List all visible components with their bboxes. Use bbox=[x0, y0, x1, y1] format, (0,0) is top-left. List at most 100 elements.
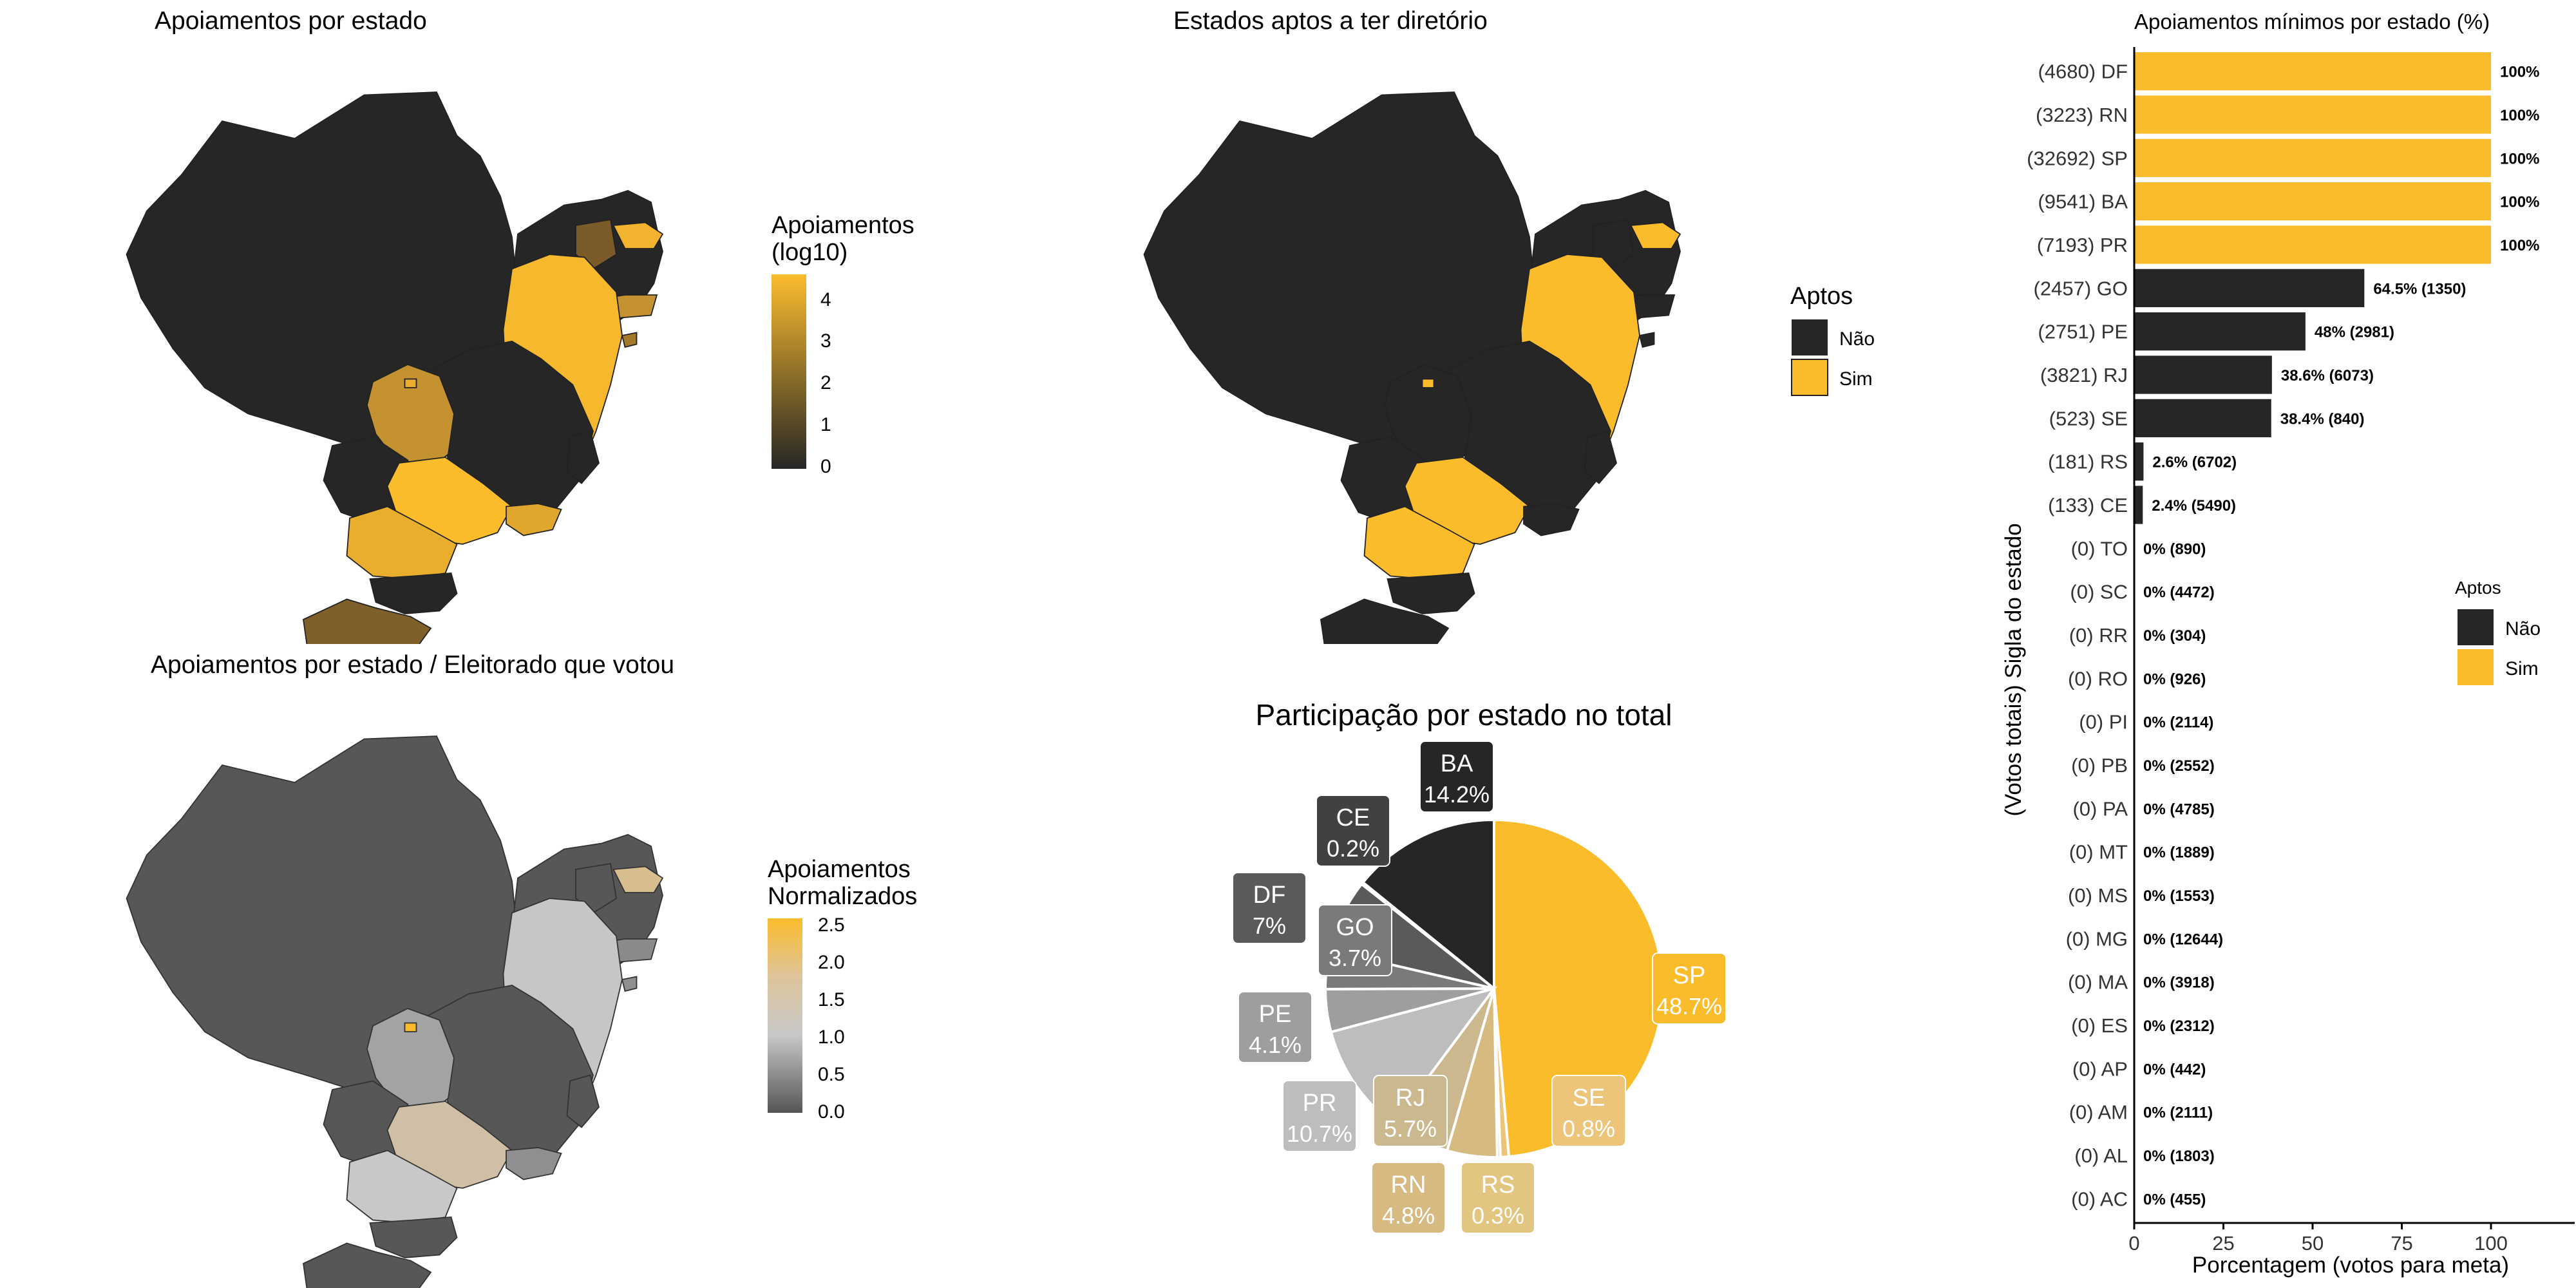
bar-title: Apoiamentos mínimos por estado (%) bbox=[2134, 10, 2490, 33]
bar-y-axis-title: (Votos totais) Sigla do estado bbox=[2001, 523, 2026, 816]
pie-label-name: RN bbox=[1391, 1171, 1426, 1198]
pie-label-name: PE bbox=[1259, 1001, 1292, 1028]
bar-value-label: 0% (2552) bbox=[2143, 757, 2215, 775]
bar-category-label: (523) SE bbox=[2049, 407, 2128, 430]
bar-value-label: 0% (1553) bbox=[2143, 887, 2215, 905]
pie-label-box bbox=[1419, 741, 1494, 813]
map3-title: Apoiamentos por estado / Eleitorado que … bbox=[151, 651, 674, 679]
legend-norm-title-1: Apoiamentos bbox=[768, 856, 911, 883]
legend-log10-tick: 3 bbox=[820, 330, 831, 352]
legend-aptos-title: Aptos bbox=[1790, 283, 1853, 310]
bar-category-label: (0) ES bbox=[2071, 1014, 2128, 1037]
bar-value-label: 0% (926) bbox=[2143, 670, 2206, 688]
bar-3 bbox=[2134, 182, 2491, 221]
bar-6 bbox=[2134, 312, 2306, 351]
pie-label-box bbox=[1461, 1162, 1535, 1234]
bar-value-label: 100% bbox=[2500, 194, 2539, 211]
bar-x-tick-label: 0 bbox=[2128, 1232, 2139, 1255]
legend-norm-tick: 0.5 bbox=[818, 1064, 845, 1085]
bar-value-label: 100% bbox=[2500, 150, 2539, 167]
pie-label-rj: RJ 5.7% bbox=[1373, 1075, 1448, 1147]
map-normalizados: Apoiamentos por estado / Eleitorado que … bbox=[126, 651, 917, 1288]
pie-label-box bbox=[1551, 1075, 1626, 1147]
bar-8 bbox=[2134, 399, 2271, 437]
pie-label-box bbox=[1232, 872, 1307, 944]
pie-label-pct: 5.7% bbox=[1384, 1115, 1437, 1142]
bar-value-label: 0% (442) bbox=[2143, 1061, 2206, 1078]
bar-0 bbox=[2134, 52, 2491, 91]
bar-value-label: 38.4% (840) bbox=[2280, 410, 2365, 428]
bar-category-label: (0) RO bbox=[2068, 667, 2128, 690]
bar-category-label: (3223) RN bbox=[2036, 104, 2128, 126]
pie-label-pct: 0.2% bbox=[1327, 835, 1379, 862]
map2-title: Estados aptos a ter diretório bbox=[1173, 7, 1488, 35]
state-sc bbox=[369, 1216, 458, 1259]
legend-swatch-nao bbox=[1792, 319, 1828, 355]
legend-norm-tick: 0.0 bbox=[818, 1101, 845, 1122]
pie-label-name: SP bbox=[1673, 962, 1706, 989]
bar-2 bbox=[2134, 138, 2491, 177]
legend-norm-tick: 1.5 bbox=[818, 989, 845, 1010]
legend-aptos-bar: Aptos Não Sim bbox=[2455, 578, 2541, 685]
bar-category-label: (181) RS bbox=[2048, 451, 2128, 473]
bar-category-label: (2751) PE bbox=[2038, 321, 2128, 343]
bar-legend-swatch-sim bbox=[2458, 649, 2494, 685]
bar-chart: Apoiamentos mínimos por estado (%) (Voto… bbox=[2001, 10, 2575, 1278]
legend-log10-tick: 4 bbox=[820, 289, 831, 310]
bar-value-label: 100% bbox=[2500, 237, 2539, 254]
bar-5 bbox=[2134, 269, 2365, 307]
legend-norm-tick: 1.0 bbox=[818, 1027, 845, 1048]
bar-10 bbox=[2134, 486, 2143, 524]
pie-label-pct: 14.2% bbox=[1424, 781, 1490, 808]
bar-category-label: (133) CE bbox=[2048, 494, 2128, 516]
bar-value-label: 64.5% (1350) bbox=[2373, 280, 2466, 298]
pie-label-ce: CE 0.2% bbox=[1316, 795, 1390, 867]
pie-label-rn: RN 4.8% bbox=[1371, 1162, 1446, 1234]
bar-category-label: (7193) PR bbox=[2037, 234, 2128, 256]
bar-value-label: 0% (4472) bbox=[2143, 584, 2215, 601]
pie-label-pct: 10.7% bbox=[1287, 1121, 1352, 1147]
pie-label-box bbox=[1652, 952, 1727, 1025]
bar-category-label: (0) MS bbox=[2068, 884, 2128, 907]
state-se bbox=[1638, 332, 1655, 348]
bar-value-label: 0% (455) bbox=[2143, 1191, 2206, 1208]
bar-category-label: (0) PA bbox=[2072, 797, 2128, 820]
bar-value-label: 2.6% (6702) bbox=[2152, 454, 2237, 471]
state-es bbox=[566, 430, 600, 484]
pie-label-name: RJ bbox=[1396, 1084, 1425, 1112]
legend-aptos-map: Aptos Não Sim bbox=[1790, 283, 1875, 396]
pie-label-pct: 4.8% bbox=[1382, 1202, 1435, 1229]
pie-label-name: CE bbox=[1336, 804, 1370, 831]
legend-log10-tick: 2 bbox=[820, 372, 831, 393]
legend-label-nao: Não bbox=[1839, 328, 1875, 350]
bar-value-label: 0% (890) bbox=[2143, 540, 2206, 558]
brazil-map-2 bbox=[1143, 91, 1681, 644]
legend-log10-tick: 1 bbox=[820, 414, 831, 435]
bar-category-label: (2457) GO bbox=[2034, 277, 2128, 299]
pie-label-pct: 0.3% bbox=[1472, 1202, 1524, 1229]
bar-category-label: (4680) DF bbox=[2038, 61, 2128, 83]
bar-x-tick-label: 100 bbox=[2474, 1232, 2508, 1255]
legend-normalizados: Apoiamentos Normalizados 2.5 2.0 1.5 1.0… bbox=[768, 856, 917, 1122]
legend-log10-title-2: (log10) bbox=[772, 239, 848, 266]
state-df bbox=[1421, 378, 1435, 389]
map-aptos: Estados aptos a ter diretório Aptos Não … bbox=[1143, 7, 1875, 644]
bar-category-label: (3821) RJ bbox=[2040, 364, 2128, 386]
bar-value-label: 0% (12644) bbox=[2143, 931, 2223, 948]
bar-category-label: (0) AL bbox=[2074, 1144, 2128, 1167]
pie-label-box bbox=[1282, 1080, 1357, 1152]
pie-label-pct: 0.8% bbox=[1562, 1115, 1615, 1142]
bar-x-tick-label: 25 bbox=[2212, 1232, 2234, 1255]
bar-legend-swatch-nao bbox=[2458, 609, 2494, 645]
bar-9 bbox=[2134, 442, 2144, 481]
brazil-map-1 bbox=[126, 91, 664, 644]
pie-label-name: BA bbox=[1441, 750, 1473, 777]
bar-legend-label-sim: Sim bbox=[2505, 658, 2539, 679]
pie-label-box bbox=[1373, 1075, 1448, 1147]
bar-category-label: (9541) BA bbox=[2038, 191, 2128, 213]
bar-category-label: (32692) SP bbox=[2027, 147, 2128, 169]
bar-4 bbox=[2134, 225, 2491, 264]
pie-label-sp: SP 48.7% bbox=[1652, 952, 1727, 1025]
pie-label-name: GO bbox=[1336, 914, 1374, 941]
bar-x-tick-label: 75 bbox=[2391, 1232, 2412, 1255]
